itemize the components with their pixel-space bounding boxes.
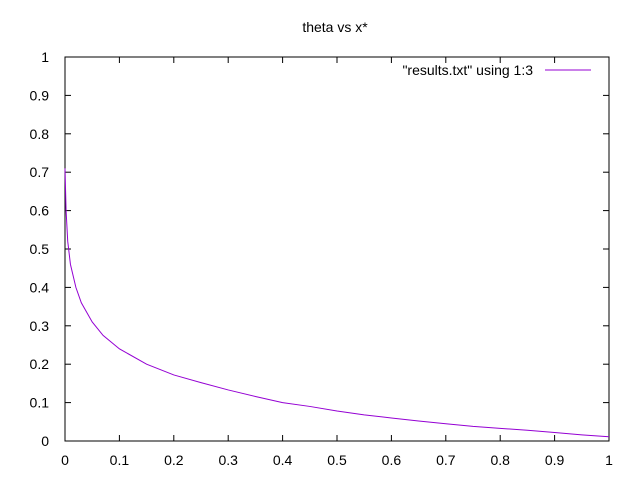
y-tick-label: 0.5 <box>30 241 50 257</box>
y-tick-label: 0.4 <box>30 279 50 295</box>
legend: "results.txt" using 1:3 <box>402 62 591 78</box>
y-tick-label: 0.3 <box>30 318 50 334</box>
x-tick-label: 0.3 <box>218 452 238 468</box>
x-tick-label: 0.2 <box>164 452 184 468</box>
plot-frame <box>64 56 610 442</box>
x-tick-label: 1 <box>605 452 613 468</box>
x-tick-label: 0.1 <box>110 452 130 468</box>
x-axis: 0 0.1 0.2 0.3 0.4 0.5 0.6 0.7 0.8 0.9 1 <box>61 57 613 468</box>
x-tick-label: 0.7 <box>436 452 456 468</box>
y-tick-label: 0.8 <box>30 126 50 142</box>
y-tick-label: 1 <box>41 49 49 65</box>
y-tick-label: 0.9 <box>30 87 50 103</box>
y-tick-label: 0.6 <box>30 203 50 219</box>
x-tick-label: 0.5 <box>327 452 347 468</box>
chart-title: theta vs x* <box>302 19 368 35</box>
series-line <box>64 168 610 438</box>
y-tick-label: 0 <box>41 433 49 449</box>
y-tick-label: 0.2 <box>30 356 50 372</box>
y-tick-label: 0.7 <box>30 164 50 180</box>
x-tick-label: 0 <box>61 452 69 468</box>
series-layer <box>64 168 610 438</box>
x-tick-label: 0.6 <box>382 452 402 468</box>
x-tick-label: 0.9 <box>545 452 565 468</box>
y-axis: 0 0.1 0.2 0.3 0.4 0.5 0.6 0.7 0.8 0.9 1 <box>30 49 609 449</box>
y-tick-label: 0.1 <box>30 395 50 411</box>
legend-label: "results.txt" using 1:3 <box>402 62 533 78</box>
x-tick-label: 0.4 <box>273 452 293 468</box>
x-tick-label: 0.8 <box>490 452 510 468</box>
